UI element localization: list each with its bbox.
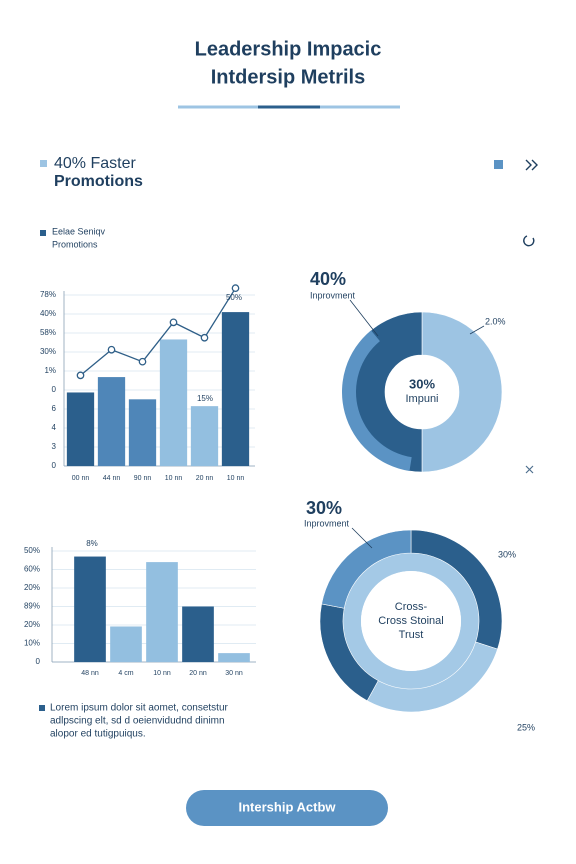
leader-line xyxy=(349,299,379,337)
bar xyxy=(128,399,157,466)
y-axis-label: 0 xyxy=(52,385,57,394)
paragraph-line: adlpscing elt, sd d oeienvidudnd dinimn xyxy=(50,716,225,727)
bar-chart: 50% 60% 20% 89% 20% 10% 0 48 nn 4 cm 10 nn 20 nn 30… xyxy=(24,539,256,677)
donut-headline: 30% xyxy=(306,498,342,518)
y-axis-label: 78% xyxy=(40,290,56,299)
donut-hole xyxy=(361,571,461,671)
inner-ring xyxy=(343,553,479,689)
line-point xyxy=(231,284,240,293)
note-line: Promotions xyxy=(52,239,98,249)
annotation: 50% xyxy=(226,293,242,302)
action-button[interactable]: Intership Actbw xyxy=(186,790,388,826)
side-label: 2.0% xyxy=(485,316,506,326)
donut-subtitle: Inprovment xyxy=(310,290,356,300)
highlight-line: 40% Faster xyxy=(54,155,136,172)
y-axis-label: 0 xyxy=(52,461,57,470)
y-axis-label: 20% xyxy=(24,620,40,629)
x-tick-label: 10 nn xyxy=(165,475,183,482)
y-axis-label: 40% xyxy=(40,309,56,318)
y-axis-label: 89% xyxy=(24,602,40,611)
x-tick-label: 4 cm xyxy=(118,670,133,677)
donut-center-text: Trust xyxy=(399,629,424,641)
bullet xyxy=(40,160,47,167)
side-label: 25% xyxy=(517,722,535,732)
icon-refresh[interactable] xyxy=(523,235,535,247)
bar xyxy=(190,406,219,466)
donut-center-text: Impuni xyxy=(405,393,438,405)
y-axis-label: 3 xyxy=(52,442,57,451)
donut-slice xyxy=(321,529,412,609)
bar xyxy=(74,556,106,662)
bar xyxy=(221,312,250,466)
y-axis-label: 10% xyxy=(24,639,40,648)
y-axis-label: 0 xyxy=(36,657,41,666)
bar xyxy=(66,392,95,466)
donut-center-text: Cross- xyxy=(395,601,428,613)
paragraph-line: alopor ed tutigpuiqus. xyxy=(50,729,146,740)
annotation: 15% xyxy=(197,394,213,403)
donut-center-text: Cross Stoinal xyxy=(378,615,443,627)
button-background[interactable] xyxy=(186,790,388,826)
x-tick-label: 44 nn xyxy=(103,475,121,482)
bar-chart: 78% 40% 58% 30% 1% 0 6 4 3 0 00 nn 44 nn 90 nn 10 nn 2… xyxy=(40,284,255,482)
bar xyxy=(159,339,188,466)
y-axis-label: 4 xyxy=(52,423,57,432)
title-line: Intdersip Metrils xyxy=(211,66,365,88)
note-line: Eelae Seniqv xyxy=(52,226,106,236)
line-point xyxy=(200,333,209,342)
y-axis-label: 1% xyxy=(44,366,56,375)
donut-subtitle: Inprovment xyxy=(304,518,350,528)
bar xyxy=(97,377,126,466)
y-axis-label: 50% xyxy=(24,546,40,555)
line-point xyxy=(107,345,116,354)
paragraph-line: Lorem ipsum dolor sit aomet, consetstur xyxy=(50,703,229,714)
x-tick-label: 10 nn xyxy=(227,475,245,482)
line xyxy=(80,287,237,376)
button-label[interactable]: Intership Actbw xyxy=(238,799,336,814)
bar xyxy=(146,562,178,662)
y-axis-label: 20% xyxy=(24,583,40,592)
highlight-line: Promotions xyxy=(54,173,143,190)
side-label: 30% xyxy=(498,549,516,559)
x-tick-label: 20 nn xyxy=(189,670,207,677)
icon-square xyxy=(494,160,503,169)
bullet xyxy=(40,230,46,236)
y-axis-label: 58% xyxy=(40,328,56,337)
x-tick-label: 90 nn xyxy=(134,475,152,482)
donut-headline: 40% xyxy=(310,269,346,289)
leader-line xyxy=(469,325,485,335)
icon-chevron[interactable] xyxy=(525,159,538,171)
donut-chart: 40%Inprovment 30% Impuni 2.0% xyxy=(310,269,506,473)
leader-line xyxy=(351,527,373,549)
donut-hole xyxy=(385,355,459,429)
x-tick-label: 48 nn xyxy=(81,670,99,677)
line-point xyxy=(76,371,85,380)
line-point xyxy=(169,318,178,327)
bar xyxy=(182,606,214,662)
bar xyxy=(218,653,250,662)
bar xyxy=(110,626,142,662)
y-axis-label: 60% xyxy=(24,565,40,574)
x-tick-label: 00 nn xyxy=(72,475,90,482)
icon-close[interactable] xyxy=(525,465,534,474)
x-tick-label: 10 nn xyxy=(153,670,171,677)
y-axis-label: 30% xyxy=(40,347,56,356)
y-axis-label: 6 xyxy=(52,404,57,413)
title-line: Leadership Impacic xyxy=(195,38,382,60)
donut-center-text: 30% xyxy=(409,376,435,391)
donut-band xyxy=(342,330,412,472)
line-point xyxy=(138,357,147,366)
bullet xyxy=(39,705,45,711)
annotation: 8% xyxy=(86,539,98,548)
x-tick-label: 20 nn xyxy=(196,475,214,482)
x-tick-label: 30 nn xyxy=(225,670,243,677)
